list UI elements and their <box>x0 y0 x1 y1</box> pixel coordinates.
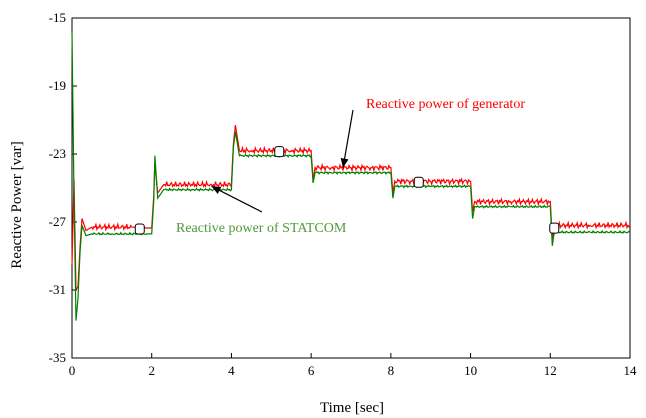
y-tick-label-2: -23 <box>49 146 66 161</box>
marker-1 <box>274 146 285 158</box>
marker-0 <box>134 223 145 235</box>
y-tick-label-0: -15 <box>49 10 66 25</box>
marker-3 <box>549 222 560 234</box>
x-axis-title: Time [sec] <box>320 400 384 416</box>
series-line-0 <box>71 125 631 293</box>
annotation-generator-label: Reactive power of generator <box>366 97 525 112</box>
x-tick-label-0: 0 <box>69 363 76 378</box>
series-line-1 <box>71 31 631 321</box>
x-tick-label-3: 6 <box>308 363 315 378</box>
marker-2 <box>413 176 424 188</box>
axis-ticks: 0 2 4 6 8 10 12 14 -15 -19 -23 -27 -31 -35 <box>49 10 637 378</box>
annotation-arrow-line-0 <box>342 109 354 168</box>
y-axis-title: Reactive Power [var] <box>9 141 25 268</box>
x-tick-label-5: 10 <box>464 363 477 378</box>
annotation-arrow-head-0 <box>340 158 349 168</box>
y-tick-label-1: -19 <box>49 78 66 93</box>
x-tick-label-6: 12 <box>544 363 557 378</box>
y-tick-label-3: -27 <box>49 214 67 229</box>
annotation-statcom-label: Reactive power of STATCOM <box>176 221 347 236</box>
marker-layer <box>134 146 560 235</box>
annotation-arrow-line-1 <box>211 185 263 213</box>
annotation-layer: Reactive power of generator Reactive pow… <box>176 97 525 236</box>
x-tick-label-1: 2 <box>148 363 155 378</box>
x-tick-label-2: 4 <box>228 363 235 378</box>
x-tick-label-4: 8 <box>388 363 395 378</box>
annotation-arrow-head-1 <box>211 186 222 194</box>
plot-frame <box>71 17 631 359</box>
series-layer <box>71 31 631 321</box>
x-tick-label-7: 14 <box>624 363 638 378</box>
y-tick-label-5: -35 <box>49 350 66 365</box>
y-tick-label-4: -31 <box>49 282 66 297</box>
